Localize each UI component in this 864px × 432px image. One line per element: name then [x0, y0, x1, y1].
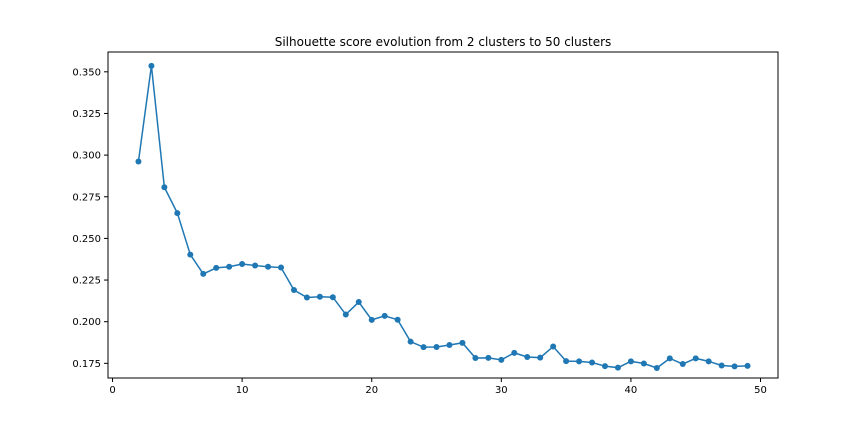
x-axis: 0 10 20 30 40 50: [109, 378, 767, 396]
y-tick-label: 0.175: [72, 359, 101, 370]
data-point: [472, 355, 479, 362]
data-point: [433, 344, 440, 351]
y-axis: 0.175 0.200 0.225 0.250 0.275 0.300 0.325 0.350: [72, 67, 108, 370]
data-point: [627, 358, 634, 365]
x-tick-label: 50: [754, 385, 767, 396]
data-point: [485, 354, 492, 361]
data-point: [239, 261, 246, 268]
y-tick-label: 0.225: [72, 276, 101, 287]
data-point: [213, 264, 220, 271]
data-point: [563, 358, 570, 365]
data-point: [498, 356, 505, 363]
data-point: [174, 210, 181, 217]
data-point: [589, 359, 596, 366]
data-point: [135, 158, 142, 165]
data-point: [394, 316, 401, 323]
data-point: [161, 184, 168, 191]
data-point: [446, 342, 453, 349]
data-point: [303, 294, 310, 301]
data-point: [744, 362, 751, 369]
data-point: [718, 362, 725, 369]
data-point: [329, 294, 336, 301]
data-point: [226, 263, 233, 270]
y-tick-label: 0.350: [72, 67, 101, 78]
y-tick-label: 0.200: [72, 317, 101, 328]
x-tick-label: 40: [625, 385, 638, 396]
y-tick-label: 0.250: [72, 234, 101, 245]
data-point: [187, 251, 194, 258]
data-point: [420, 344, 427, 351]
data-point: [666, 355, 673, 362]
data-point: [576, 358, 583, 365]
data-point: [290, 287, 297, 294]
y-tick-label: 0.275: [72, 192, 101, 203]
data-point: [265, 263, 272, 270]
data-point: [316, 293, 323, 300]
data-point: [537, 354, 544, 361]
data-point: [679, 361, 686, 368]
y-tick-label: 0.300: [72, 151, 101, 162]
data-point: [342, 311, 349, 318]
data-point: [524, 354, 531, 361]
y-tick-label: 0.325: [72, 109, 101, 120]
data-point: [640, 360, 647, 367]
data-point: [705, 358, 712, 365]
chart-title: Silhouette score evolution from 2 cluste…: [275, 35, 612, 49]
data-point: [550, 343, 557, 350]
data-point: [278, 264, 285, 271]
data-point: [653, 365, 660, 372]
plot-frame: [107, 51, 779, 379]
data-point: [601, 363, 608, 370]
data-point: [368, 316, 375, 323]
data-point: [511, 349, 518, 356]
x-tick-label: 10: [236, 385, 249, 396]
data-point: [407, 338, 414, 345]
data-point: [692, 355, 699, 362]
x-tick-label: 20: [365, 385, 378, 396]
x-tick-label: 0: [109, 385, 115, 396]
data-point: [148, 62, 155, 69]
data-point: [252, 262, 259, 269]
x-tick-label: 30: [495, 385, 508, 396]
data-point: [355, 299, 362, 306]
series-line: [135, 62, 751, 372]
data-point: [614, 364, 621, 371]
data-point: [459, 339, 466, 346]
data-point: [381, 312, 388, 319]
data-point: [200, 270, 207, 277]
data-point: [731, 363, 738, 370]
